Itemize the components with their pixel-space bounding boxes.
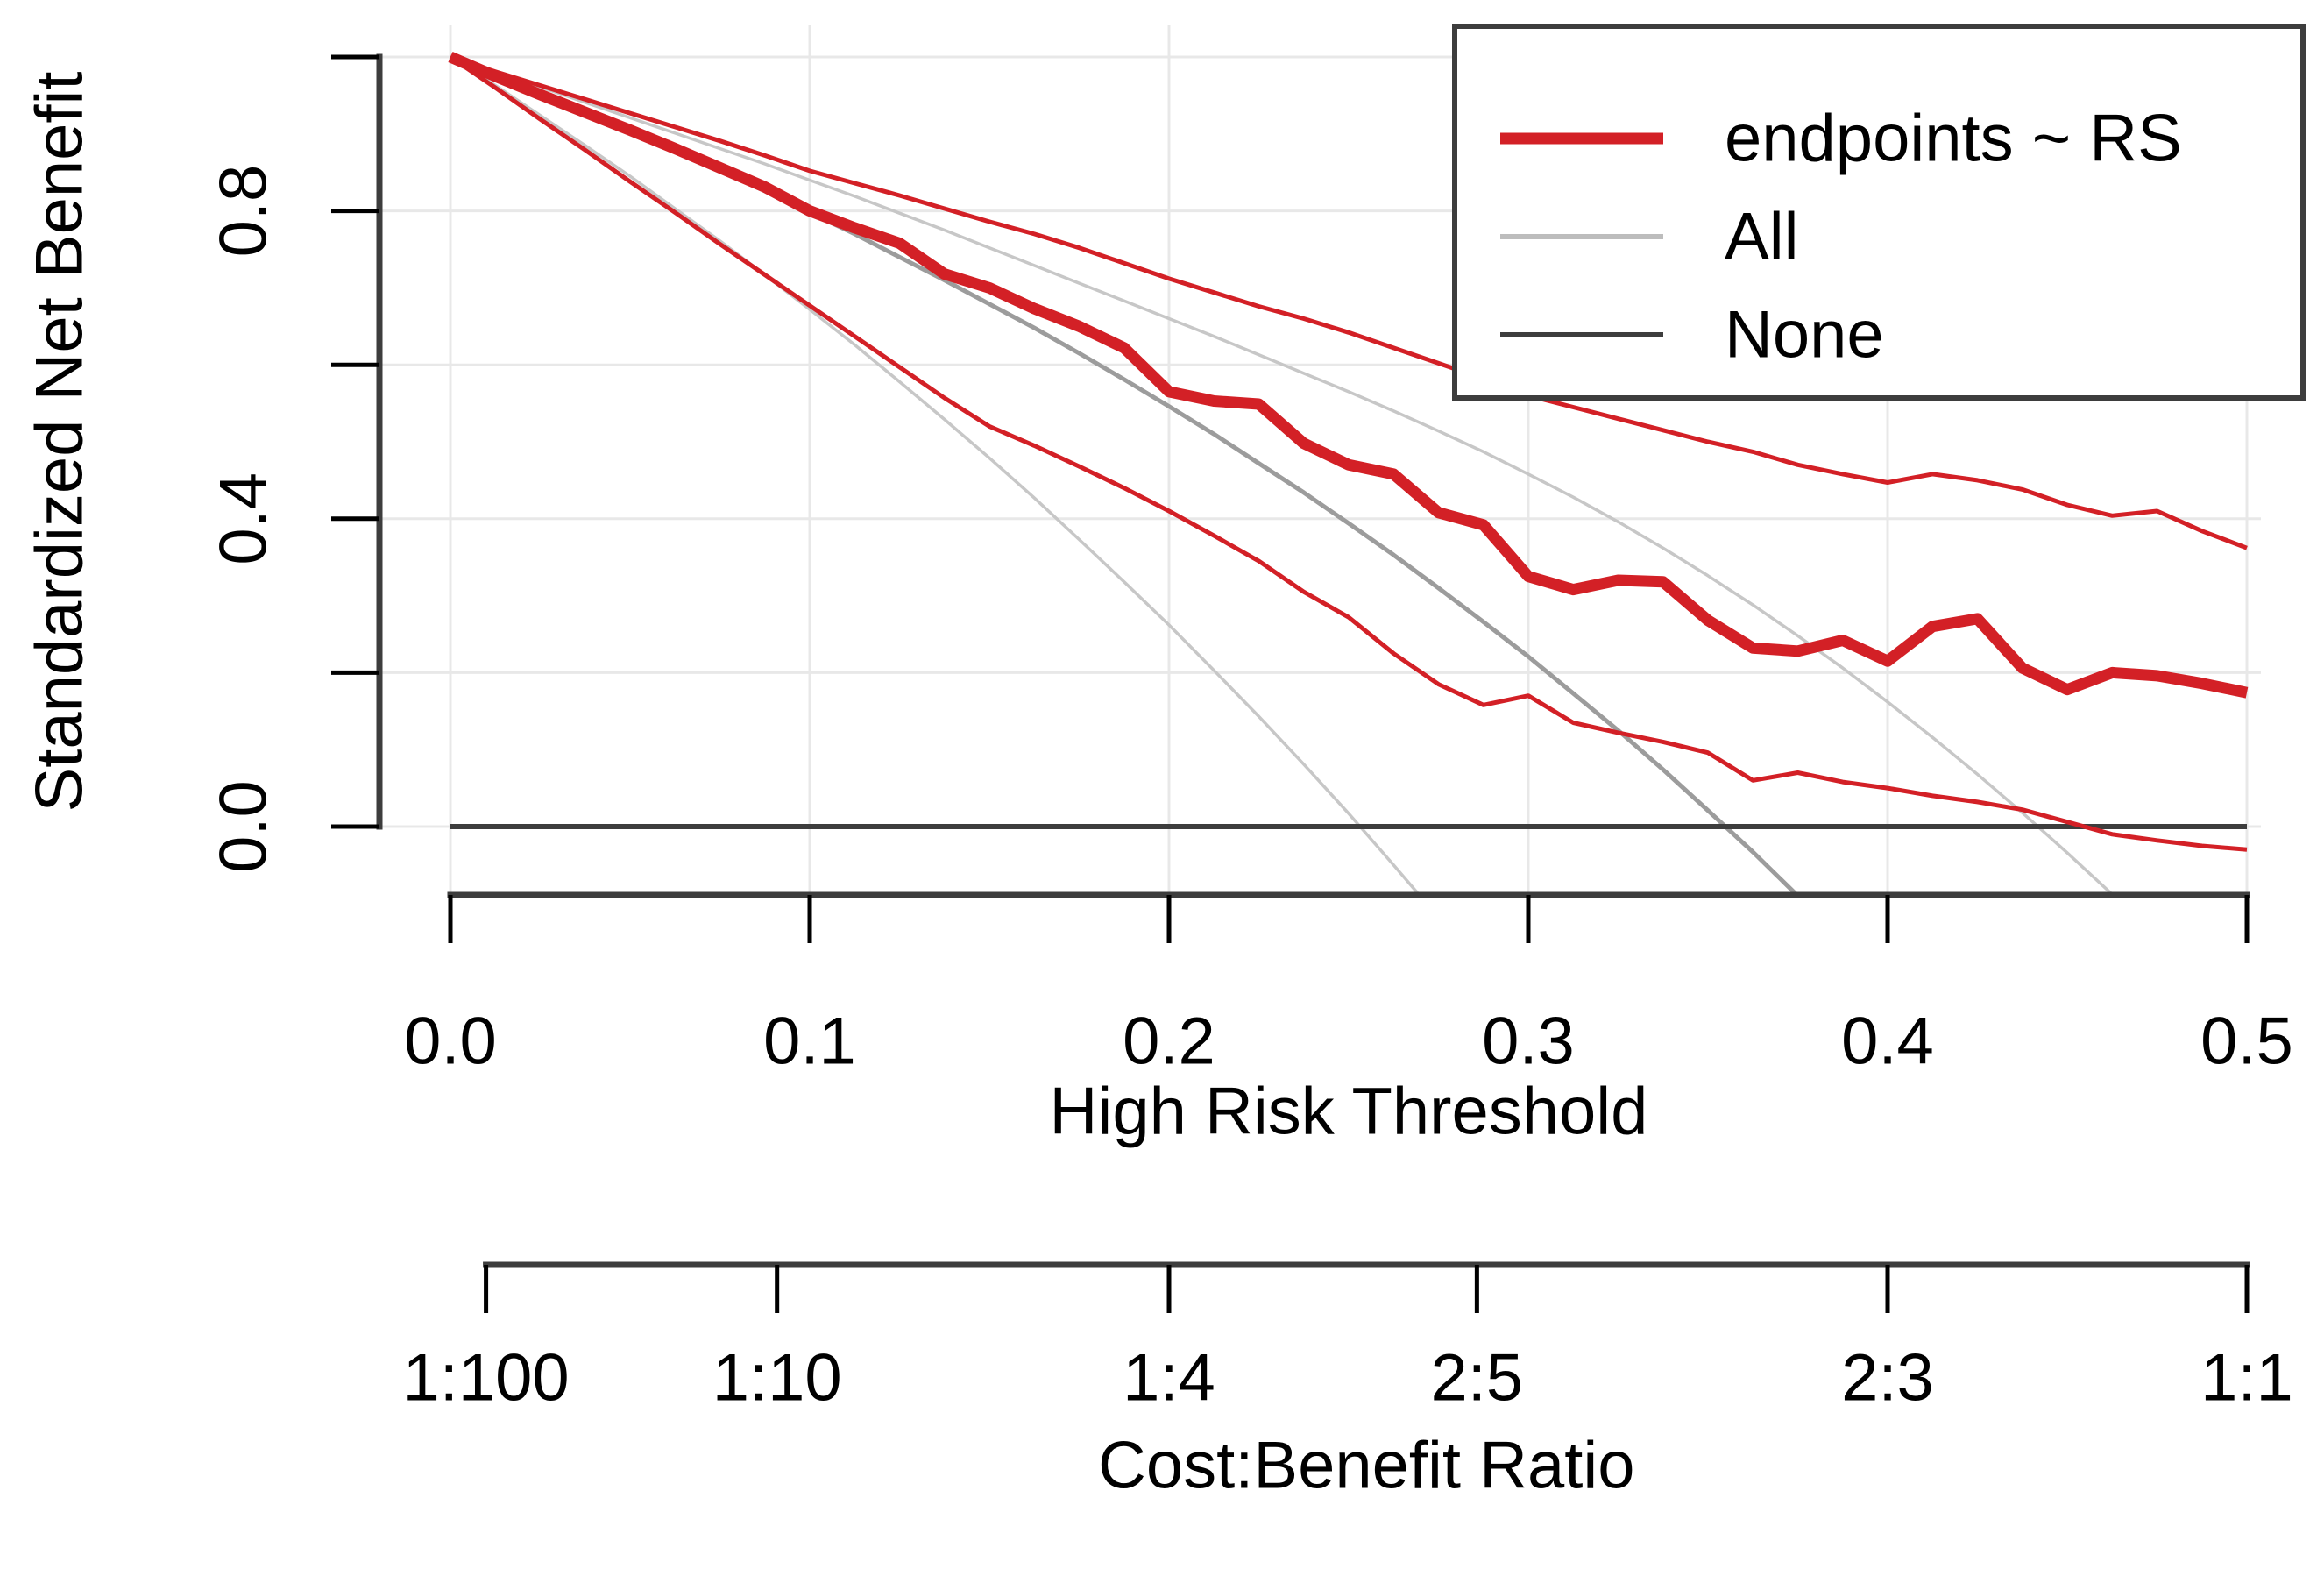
- y-tick-label: 0.0: [207, 780, 281, 873]
- x2-tick-label: 1:10: [712, 1341, 842, 1416]
- series-rs-upper-95-ci: [450, 54, 2248, 550]
- x2-tick-label: 1:100: [402, 1341, 569, 1416]
- x2-tick-label: 1:4: [1123, 1341, 1215, 1416]
- series-endpoints-rs: [448, 52, 2249, 699]
- x-tick-label: 0.1: [763, 1005, 856, 1079]
- x-axis-title: High Risk Threshold: [1050, 1075, 1648, 1149]
- x-tick-label: 0.3: [1482, 1005, 1575, 1079]
- plot-area: [448, 52, 2249, 895]
- series-all-upper-ci: [450, 55, 2114, 895]
- series-all-lower-ci: [450, 55, 1421, 895]
- series-rs-lower-95-ci: [449, 54, 2248, 852]
- x-tick-label: 0.0: [404, 1005, 497, 1079]
- x2-tick-label: 2:5: [1431, 1341, 1524, 1416]
- x2-tick-label: 2:3: [1841, 1341, 1934, 1416]
- x2-tick-label: 1:1: [2200, 1341, 2293, 1416]
- x-tick-label: 0.2: [1123, 1005, 1215, 1079]
- y-tick-label: 0.4: [207, 472, 281, 565]
- y-axis: 0.0 0.4 0.8 Standardized Net Benefit: [23, 53, 383, 873]
- legend: endpoints ~ RS All None: [1452, 24, 2306, 401]
- legend-label-all: All: [1725, 200, 1798, 274]
- x-axis-cost-benefit: 1:100 1:10 1:4 2:5 2:3 1:1 Cost:Benefit Ratio: [402, 1261, 2293, 1503]
- y-axis-title: Standardized Net Benefit: [23, 72, 97, 813]
- x-axis-threshold: 0.0 0.1 0.2 0.3 0.4 0.5 High Risk Threshold: [404, 891, 2293, 1149]
- x-tick-label: 0.5: [2200, 1005, 2293, 1079]
- legend-label-endpoints-rs: endpoints ~ RS: [1725, 102, 2182, 176]
- x-tick-label: 0.4: [1841, 1005, 1934, 1079]
- x2-axis-title: Cost:Benefit Ratio: [1098, 1429, 1635, 1503]
- y-tick-label: 0.8: [207, 165, 281, 258]
- legend-label-none: None: [1725, 298, 1884, 373]
